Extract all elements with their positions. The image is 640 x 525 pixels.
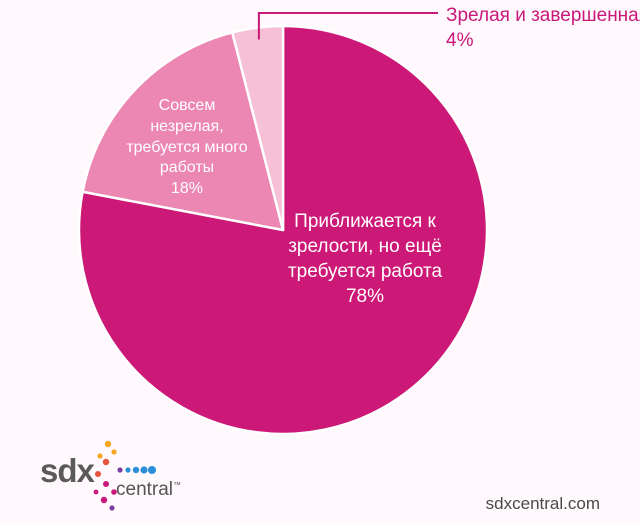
logo-dot — [104, 440, 112, 448]
logo-secondary-word: central — [116, 479, 174, 500]
pie-slice-immature — [81, 31, 285, 232]
logo-dot — [140, 466, 148, 474]
logo-dot — [111, 489, 117, 495]
slice-label-text-line: требуется много — [126, 138, 248, 156]
logo-dot — [132, 466, 140, 474]
logo-dot — [103, 481, 109, 487]
slice-label-nearly-mature: Приближается к зрелости, но ещё требуетс… — [277, 209, 453, 309]
slice-label-text-line: зрелости, но ещё — [288, 236, 442, 258]
callout-label: Зрелая и завершенная — [446, 5, 640, 26]
slice-value-label: 78% — [345, 286, 385, 308]
logo-dot — [148, 466, 156, 474]
slice-label-text-line: Совсем — [158, 97, 216, 114]
logo-dot — [125, 467, 131, 473]
slice-label-text-line: требуется работа — [287, 261, 443, 283]
slice-label-text-line: работы — [159, 159, 215, 177]
logo-dot — [93, 489, 99, 495]
website-url: sdxcentral.com — [485, 494, 600, 513]
logo-dot — [100, 496, 108, 504]
logo-dot — [102, 458, 110, 466]
callout-value: 4% — [446, 29, 474, 51]
logo-dot — [97, 453, 103, 459]
logo-dot — [111, 449, 117, 455]
logo-dot — [95, 471, 101, 477]
slice-value-label: 18% — [170, 180, 204, 198]
pie-slice-mature — [231, 24, 285, 232]
logo-secondary-text: central™ — [116, 479, 181, 501]
logo-trademark: ™ — [173, 480, 182, 490]
callout-leader-line — [257, 12, 438, 40]
slice-label-text-line: незрелая, — [150, 117, 224, 135]
slice-label-immature: Совсем незрелая, требуется много работы … — [116, 96, 258, 200]
slice-label-text-line: Приближается к — [294, 211, 436, 232]
slice-callout-mature: Зрелая и завершенная 4% — [446, 4, 640, 53]
logo-dot — [117, 467, 123, 473]
logo-primary-text: sdx — [40, 452, 95, 489]
logo-burst-icon — [93, 440, 156, 511]
sdxcentral-logo: sdx central™ — [34, 434, 194, 518]
logo-dot — [109, 505, 115, 511]
